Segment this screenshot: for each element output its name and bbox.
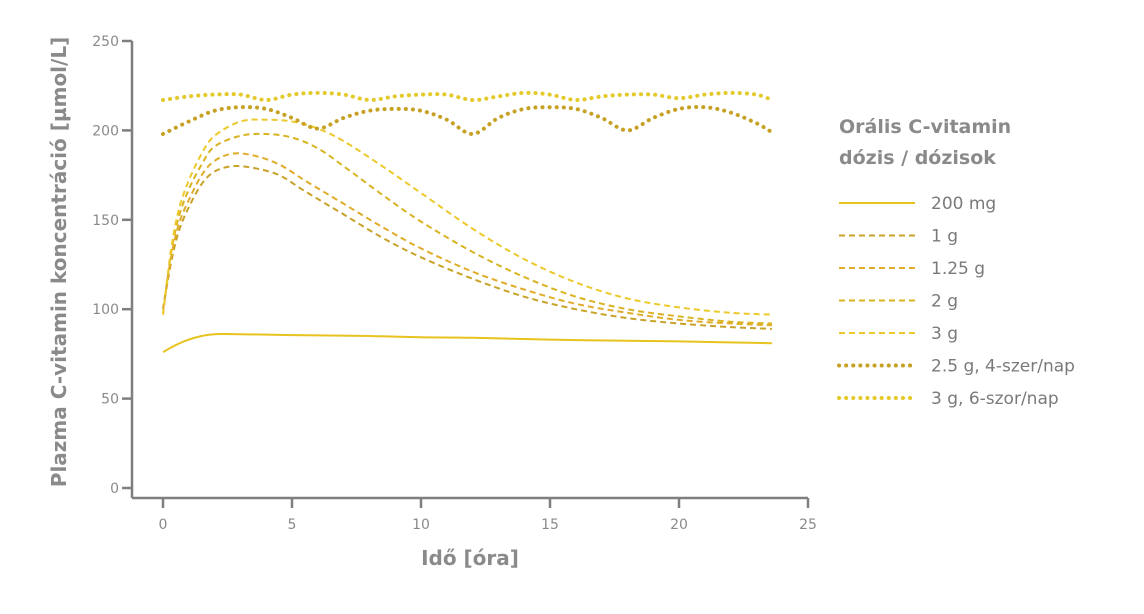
legend-label: 1.25 g bbox=[931, 259, 985, 279]
legend-label: 1 g bbox=[931, 227, 958, 247]
series-line-4 bbox=[162, 132, 772, 325]
x-axis-title: Idő [óra] bbox=[421, 546, 519, 570]
legend-title-line: dózis / dózisok bbox=[839, 147, 996, 169]
plot-area bbox=[161, 90, 774, 353]
series-line-6 bbox=[161, 104, 774, 136]
y-tick-label: 150 bbox=[92, 213, 119, 229]
y-tick-label: 250 bbox=[92, 34, 119, 50]
axes: 0 50 100 150 200 250 0 5 10 15 20 25 bbox=[92, 34, 817, 533]
series-line-1 bbox=[162, 333, 772, 353]
series-line-2 bbox=[162, 165, 772, 330]
legend-title-line: Orális C-vitamin bbox=[839, 116, 1011, 138]
y-tick-label: 0 bbox=[110, 481, 119, 497]
y-axis-title: Plazma C-vitamin koncentráció [µmol/L] bbox=[47, 37, 71, 487]
legend-label: 2.5 g, 4-szer/nap bbox=[931, 357, 1075, 377]
series-line-5 bbox=[162, 118, 772, 316]
y-tick-label: 100 bbox=[92, 302, 119, 318]
series-line-3 bbox=[162, 152, 772, 327]
x-tick-label: 10 bbox=[412, 517, 430, 533]
legend-label: 3 g, 6-szor/nap bbox=[931, 389, 1059, 409]
y-tick-label: 50 bbox=[101, 392, 119, 408]
legend: Orális C-vitamin dózis / dózisok 200 mg 1 g… bbox=[837, 116, 1075, 409]
y-tick-label: 200 bbox=[92, 123, 119, 139]
series-line-7 bbox=[161, 90, 774, 103]
x-tick-label: 0 bbox=[159, 517, 168, 533]
x-tick-label: 5 bbox=[288, 517, 297, 533]
legend-label: 3 g bbox=[931, 324, 958, 344]
x-tick-label: 15 bbox=[541, 517, 559, 533]
x-tick-label: 20 bbox=[670, 517, 688, 533]
legend-label: 200 mg bbox=[931, 194, 996, 214]
legend-label: 2 g bbox=[931, 292, 958, 312]
x-tick-label: 25 bbox=[799, 517, 817, 533]
